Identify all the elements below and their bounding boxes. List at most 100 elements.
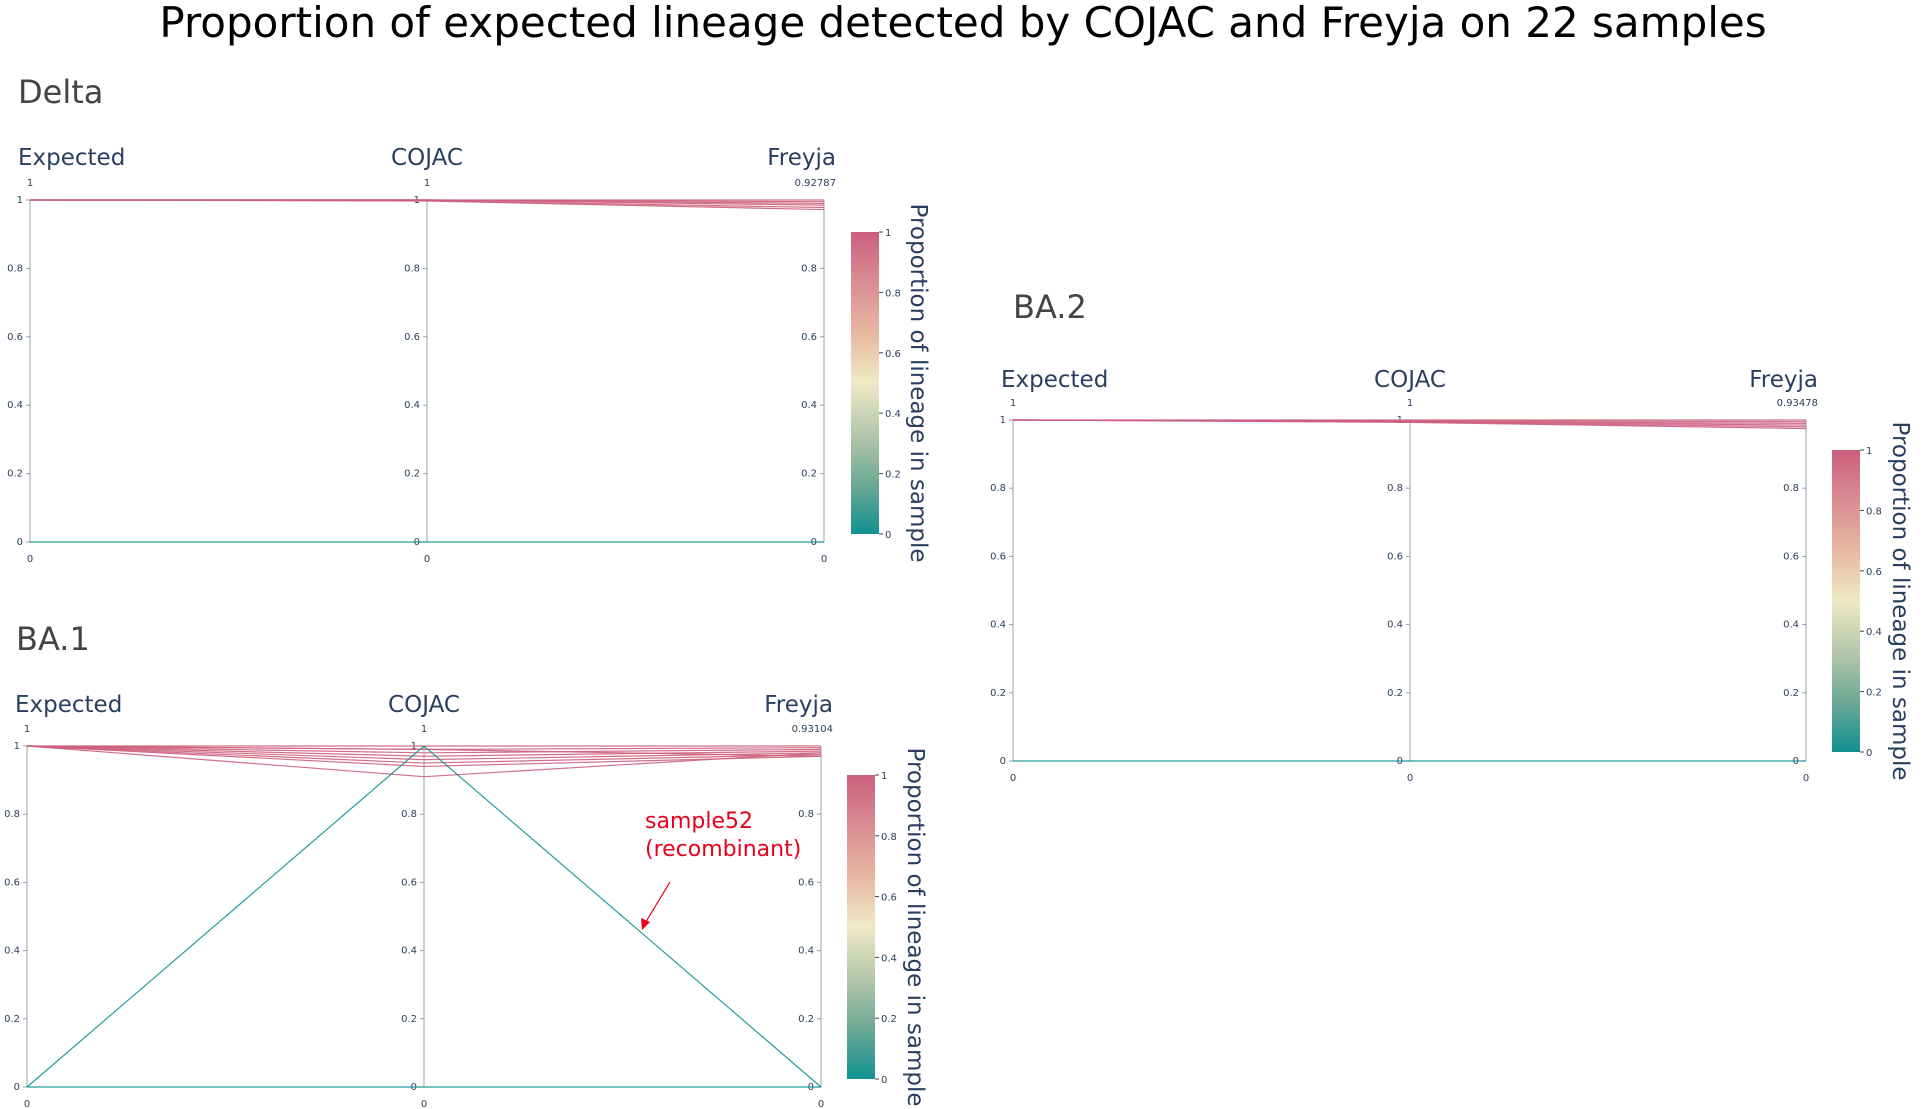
tick-label: 0.6 [1387,551,1403,562]
colorbar-title: Proportion of lineage in sample [902,747,928,1106]
tick-label: 0.6 [404,332,420,343]
tick-label: 0.8 [801,263,817,274]
data-line [26,745,822,757]
colorbar-tick-label: 1 [881,771,887,782]
tick-label: 0 [17,537,23,548]
axis-label-cojac: COJAC [388,692,460,718]
tick-label: 0 [14,1082,20,1093]
tick-label: 0.6 [990,551,1006,562]
axis-range-min: 0 [421,1099,427,1109]
parcoords-panel-ba1: BA.1Expected1000.20.40.60.81COJAC1000.20… [4,620,928,1109]
axis-label-expected: Expected [15,692,122,718]
axis-label-freyja: Freyja [1749,367,1818,393]
tick-label: 0.2 [401,1014,417,1025]
tick-label: 0.4 [1387,620,1403,631]
tick-label: 1 [1000,415,1006,426]
colorbar-tick-label: 0.2 [1866,688,1882,699]
annotation-text: (recombinant) [645,837,801,862]
axis-range-min: 0 [821,554,827,565]
tick-label: 0.4 [990,620,1006,631]
tick-label: 1 [17,195,23,206]
tick-label: 0.6 [7,332,23,343]
panel-title: Delta [18,73,103,111]
data-line [26,745,822,764]
tick-label: 0.2 [4,1014,20,1025]
tick-label: 0.8 [404,263,420,274]
tick-label: 0.8 [990,483,1006,494]
tick-label: 0.8 [401,809,417,820]
colorbar-tick-label: 0.6 [885,349,901,360]
colorbar-title: Proportion of lineage in sample [905,203,931,562]
axis-range-min: 0 [1803,773,1809,784]
axis-range-max: 0.92787 [795,178,836,189]
colorbar-tick-label: 0.4 [881,953,897,964]
parcoords-panel-ba2: BA.2Expected1000.20.40.60.81COJAC1000.20… [990,288,1913,784]
colorbar-tick-label: 0.6 [881,893,897,904]
colorbar-tick-label: 0.6 [1866,567,1882,578]
colorbar [851,232,879,534]
axis-range-min: 0 [424,554,430,565]
axis-range-max: 1 [424,178,430,189]
data-line [26,745,822,757]
tick-label: 0.6 [1783,551,1799,562]
tick-label: 0.6 [401,877,417,888]
tick-label: 0.6 [801,332,817,343]
tick-label: 0.6 [4,877,20,888]
tick-label: 1 [14,741,20,752]
axis-range-max: 1 [421,724,427,735]
data-line [26,745,822,768]
axis-range-max: 1 [1407,398,1413,409]
colorbar-tick-label: 0.4 [885,409,901,420]
tick-label: 0.8 [1387,483,1403,494]
tick-label: 0.2 [798,1014,814,1025]
axis-range-min: 0 [1407,773,1413,784]
tick-label: 0.4 [801,400,817,411]
tick-label: 0.2 [7,469,23,480]
annotation-text: sample52 [645,809,753,834]
colorbar-tick-label: 0.4 [1866,627,1882,638]
axis-label-freyja: Freyja [764,692,833,718]
colorbar [847,775,875,1079]
annotation-arrowhead [641,918,650,930]
colorbar-tick-label: 0.8 [881,832,897,843]
colorbar-tick-label: 0.8 [1866,506,1882,517]
tick-label: 0.4 [4,946,20,957]
tick-label: 0.8 [7,263,23,274]
data-line [26,745,822,754]
axis-range-max: 1 [27,178,33,189]
axis-range-min: 0 [818,1099,824,1109]
colorbar-tick-label: 1 [885,228,891,239]
data-line [29,199,825,211]
axis-label-cojac: COJAC [391,145,463,171]
tick-label: 0.2 [404,469,420,480]
panel-title: BA.2 [1013,288,1087,326]
tick-label: 0.2 [1387,688,1403,699]
colorbar-tick-label: 0 [1866,748,1872,759]
axis-range-max: 1 [1010,398,1016,409]
colorbar-tick-label: 0 [885,530,891,541]
axis-range-min: 0 [24,1099,30,1109]
axis-range-min: 0 [27,554,33,565]
tick-label: 0.4 [404,400,420,411]
colorbar-tick-label: 0.2 [885,470,901,481]
axis-range-max: 0.93104 [792,724,833,735]
colorbar-tick-label: 0.8 [885,288,901,299]
tick-label: 0.2 [990,688,1006,699]
tick-label: 0.6 [798,877,814,888]
colorbar-title: Proportion of lineage in sample [1887,421,1913,780]
axis-label-freyja: Freyja [767,145,836,171]
colorbar-tick-label: 1 [1866,446,1872,457]
tick-label: 0.4 [401,946,417,957]
panel-title: BA.1 [16,620,90,658]
axis-label-expected: Expected [18,145,125,171]
axis-range-max: 0.93478 [1777,398,1818,409]
data-line [26,745,822,778]
colorbar-tick-label: 0.2 [881,1014,897,1025]
tick-label: 0.4 [1783,620,1799,631]
colorbar-tick-label: 0 [881,1075,887,1086]
axis-label-expected: Expected [1001,367,1108,393]
tick-label: 0.8 [1783,483,1799,494]
tick-label: 0.4 [7,400,23,411]
tick-label: 0.8 [4,809,20,820]
